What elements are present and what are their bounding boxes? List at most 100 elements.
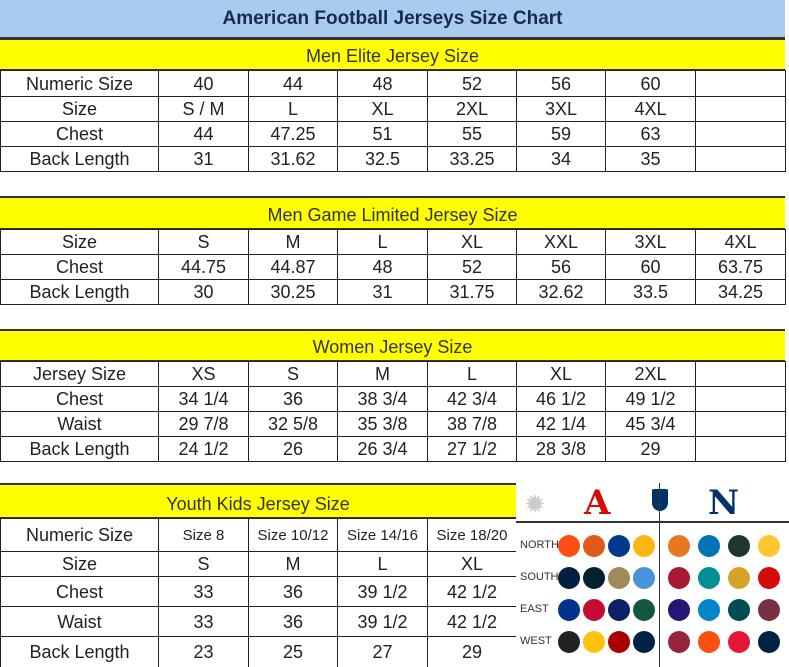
table-cell: 34.25 — [695, 279, 786, 305]
table-cell: M — [248, 551, 338, 577]
section-heading: Men Game Limited Jersey Size — [0, 196, 785, 229]
table-cell: L — [337, 229, 428, 255]
table-cell: 48 — [337, 70, 428, 97]
table-row: Waist 33 36 39 1/2 42 1/2 — [0, 606, 517, 637]
table-cell: 42 1/4 — [516, 411, 606, 437]
table-cell: S — [158, 551, 249, 577]
row-label: Size — [0, 551, 159, 577]
table-cell: 45 3/4 — [605, 411, 696, 437]
table-cell: 56 — [516, 254, 606, 280]
nfl-shield-icon — [652, 489, 668, 511]
table-cell: 29 7/8 — [158, 411, 249, 437]
ravens-logo-icon — [668, 599, 690, 621]
table-cell: 44 — [248, 70, 338, 97]
table-cell — [695, 146, 786, 172]
table-cell: M — [248, 229, 338, 255]
raiders-logo-icon — [558, 631, 580, 653]
table-cell: 44.75 — [158, 254, 249, 280]
table-cell: 44.87 — [248, 254, 338, 280]
titans-logo-icon — [633, 567, 655, 589]
row-label: Chest — [0, 254, 159, 280]
bears-logo-icon — [668, 535, 690, 557]
divider — [659, 483, 660, 667]
nfc-logo: N — [708, 483, 740, 523]
table-cell: 4XL — [695, 229, 786, 255]
afc-logo: A — [584, 483, 611, 523]
table-cell — [695, 436, 786, 462]
row-label: Size — [0, 96, 159, 122]
sun-icon: ✹ — [524, 489, 546, 519]
table-cell: 40 — [158, 70, 249, 97]
table-row: Size S M L XL XXL 3XL 4XL — [0, 229, 786, 255]
table-row: Jersey Size XS S M L XL 2XL — [0, 361, 786, 387]
table-cell: 47.25 — [248, 121, 338, 147]
table-cell: 55 — [427, 121, 517, 147]
table-cell: XXL — [516, 229, 606, 255]
size-table: Numeric Size 40 44 48 52 56 60 Size S / M L XL 2XL 3… — [0, 70, 786, 172]
table-cell: 38 3/4 — [337, 386, 428, 412]
table-cell: XL — [427, 551, 517, 577]
table-cell: 23 — [158, 636, 249, 667]
row-label: Back Length — [0, 146, 159, 172]
steelers-logo-icon — [633, 535, 655, 557]
table-cell: 39 1/2 — [337, 576, 428, 607]
colts-logo-icon — [608, 535, 630, 557]
table-row: Numeric Size Size 8 Size 10/12 Size 14/16 Si… — [0, 518, 517, 552]
table-cell: 31 — [158, 146, 249, 172]
table-cell: 42 3/4 — [427, 386, 517, 412]
table-cell: 36 — [248, 386, 338, 412]
table-cell: 63 — [605, 121, 696, 147]
table-row: Chest 44.75 44.87 48 52 56 60 63.75 — [0, 254, 786, 280]
table-cell: 32.5 — [337, 146, 428, 172]
table-cell: 27 1/2 — [427, 436, 517, 462]
table-row: Back Length 30 30.25 31 31.75 32.62 33.5 34.25 — [0, 279, 786, 305]
table-cell — [695, 96, 786, 122]
table-cell: 33.5 — [605, 279, 696, 305]
table-cell: 33.25 — [427, 146, 517, 172]
table-cell — [695, 361, 786, 387]
row-label: Back Length — [0, 636, 159, 667]
table-cell: 31.62 — [248, 146, 338, 172]
table-cell — [695, 386, 786, 412]
table-row: Size S M L XL — [0, 551, 517, 577]
packers-logo-icon — [728, 535, 750, 557]
table-row: Back Length 24 1/2 26 26 3/4 27 1/2 28 3/8 29 — [0, 436, 786, 462]
table-cell: 31 — [337, 279, 428, 305]
table-cell: Size 10/12 — [248, 518, 338, 552]
panthers-logo-icon — [698, 599, 720, 621]
table-cell: L — [248, 96, 338, 122]
browns-logo-icon — [583, 535, 605, 557]
table-cell: XL — [516, 361, 606, 387]
table-cell: XL — [427, 229, 517, 255]
table-cell: 26 3/4 — [337, 436, 428, 462]
eagles-logo-icon — [728, 599, 750, 621]
table-cell: 36 — [248, 606, 338, 637]
table-cell: Size 18/20 — [427, 518, 517, 552]
table-cell: 29 — [427, 636, 517, 667]
table-cell: 38 7/8 — [427, 411, 517, 437]
table-row: Back Length 23 25 27 29 — [0, 636, 517, 667]
rams-logo-icon — [758, 631, 780, 653]
table-cell: 42 1/2 — [427, 576, 517, 607]
dolphins-logo-icon — [698, 567, 720, 589]
seahawks-logo-icon — [633, 631, 655, 653]
table-cell: 60 — [605, 254, 696, 280]
cowboys-logo-icon — [558, 567, 580, 589]
table-cell: 35 3/8 — [337, 411, 428, 437]
row-label: Waist — [0, 411, 159, 437]
table-cell: 59 — [516, 121, 606, 147]
table-cell: 30.25 — [248, 279, 338, 305]
table-row: Waist 29 7/8 32 5/8 35 3/8 38 7/8 42 1/4 45 3/… — [0, 411, 786, 437]
patriots-logo-icon — [583, 599, 605, 621]
lions-logo-icon — [698, 535, 720, 557]
row-label: Chest — [0, 386, 159, 412]
table-cell: 51 — [337, 121, 428, 147]
redskins-logo-icon — [758, 599, 780, 621]
size-table: Size S M L XL XXL 3XL 4XL Chest 44.75 44.87 48 52 56 6… — [0, 229, 786, 305]
table-cell: XL — [337, 96, 428, 122]
49ers-logo-icon — [608, 631, 630, 653]
saints-logo-icon — [608, 567, 630, 589]
table-row: Size S / M L XL 2XL 3XL 4XL — [0, 96, 786, 122]
table-cell: 36 — [248, 576, 338, 607]
section-heading: Men Elite Jersey Size — [0, 38, 785, 70]
